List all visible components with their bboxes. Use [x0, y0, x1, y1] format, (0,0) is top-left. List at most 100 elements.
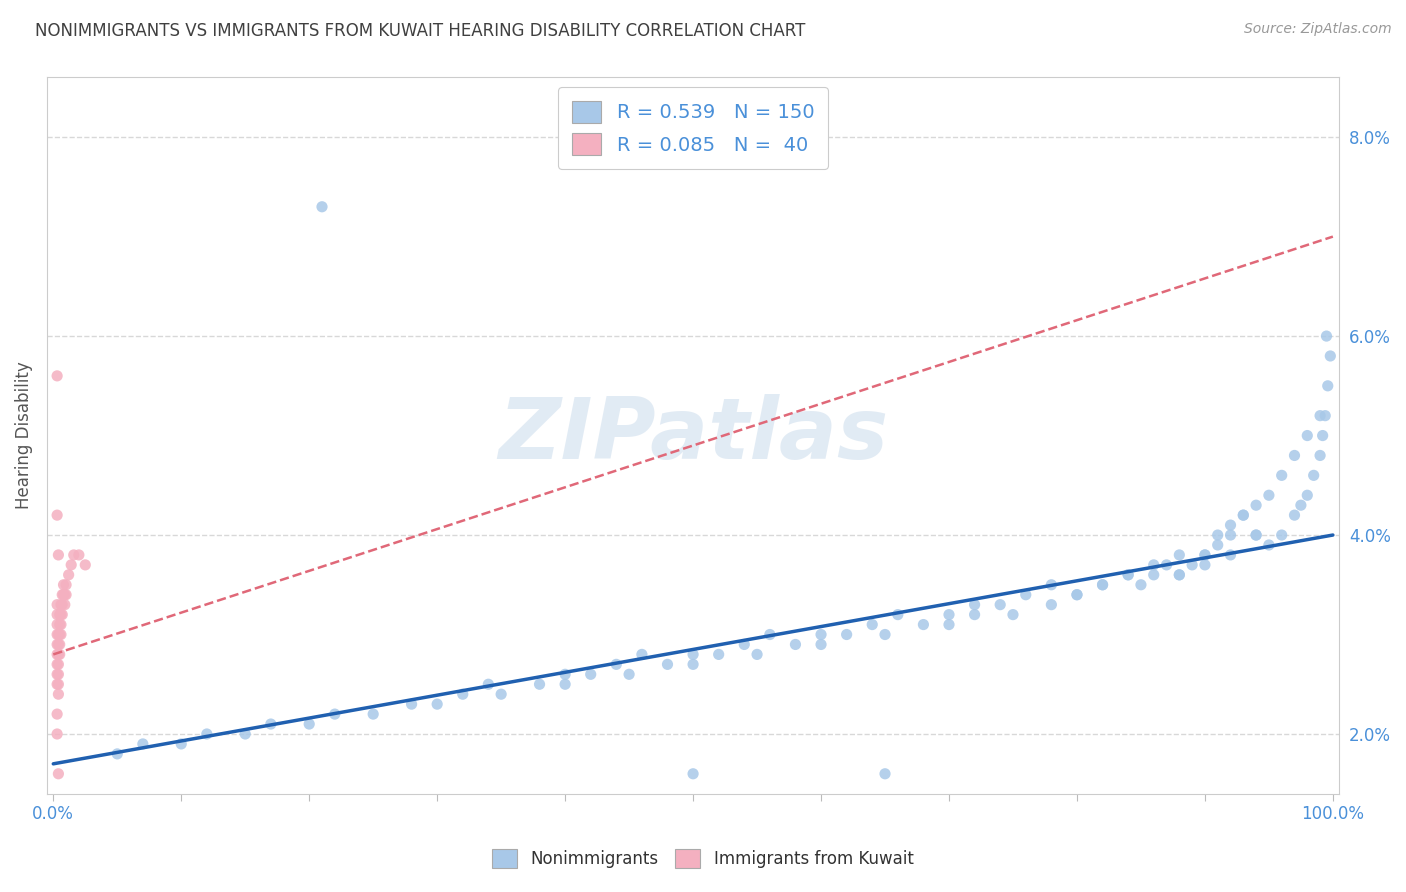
- Point: [46, 707, 69, 722]
- Point: [810, 637, 832, 651]
- Point: [48, 667, 70, 681]
- Point: [46, 598, 69, 612]
- Point: [1116, 567, 1139, 582]
- Point: [887, 607, 910, 622]
- Text: Source: ZipAtlas.com: Source: ZipAtlas.com: [1244, 22, 1392, 37]
- Point: [1168, 567, 1191, 582]
- Point: [1001, 607, 1024, 622]
- Point: [1315, 329, 1337, 343]
- Point: [1296, 428, 1319, 442]
- Point: [48, 648, 70, 662]
- Point: [48, 677, 70, 691]
- Point: [1302, 468, 1324, 483]
- Point: [46, 607, 69, 622]
- Point: [53, 598, 76, 612]
- Point: [48, 657, 70, 672]
- Point: [1194, 558, 1216, 572]
- Point: [260, 717, 283, 731]
- Point: [48, 548, 70, 562]
- Point: [48, 687, 70, 701]
- Point: [52, 578, 75, 592]
- Point: [1219, 528, 1241, 542]
- Point: [49, 627, 72, 641]
- Point: [46, 617, 69, 632]
- Point: [1257, 488, 1279, 502]
- Point: [48, 648, 70, 662]
- Point: [195, 727, 218, 741]
- Point: [605, 657, 627, 672]
- Point: [873, 627, 896, 641]
- Point: [477, 677, 499, 691]
- Point: [1284, 508, 1306, 523]
- Point: [1066, 588, 1088, 602]
- Point: [1116, 567, 1139, 582]
- Point: [1284, 449, 1306, 463]
- Point: [1257, 538, 1279, 552]
- Point: [46, 648, 69, 662]
- Point: [1309, 409, 1331, 423]
- Point: [426, 697, 449, 711]
- Point: [62, 548, 84, 562]
- Point: [48, 637, 70, 651]
- Point: [1066, 588, 1088, 602]
- Point: [1289, 498, 1312, 512]
- Point: [48, 627, 70, 641]
- Point: [46, 508, 69, 523]
- Point: [1312, 428, 1334, 442]
- Point: [55, 588, 77, 602]
- Point: [233, 727, 256, 741]
- Point: [46, 667, 69, 681]
- Point: [873, 766, 896, 780]
- Point: [682, 657, 704, 672]
- Point: [988, 598, 1011, 612]
- Point: [707, 648, 730, 662]
- Point: [48, 617, 70, 632]
- Point: [938, 617, 960, 632]
- Point: [810, 627, 832, 641]
- Point: [58, 567, 80, 582]
- Point: [60, 558, 83, 572]
- Y-axis label: Hearing Disability: Hearing Disability: [15, 361, 32, 509]
- Point: [1244, 498, 1267, 512]
- Point: [963, 598, 986, 612]
- Point: [733, 637, 755, 651]
- Point: [1219, 548, 1241, 562]
- Point: [49, 607, 72, 622]
- Point: [579, 667, 602, 681]
- Point: [51, 588, 73, 602]
- Point: [170, 737, 193, 751]
- Point: [48, 766, 70, 780]
- Point: [1296, 488, 1319, 502]
- Point: [1244, 528, 1267, 542]
- Point: [1143, 558, 1166, 572]
- Point: [1319, 349, 1341, 363]
- Point: [1232, 508, 1254, 523]
- Point: [785, 637, 807, 651]
- Point: [75, 558, 97, 572]
- Point: [1143, 567, 1166, 582]
- Point: [1206, 528, 1229, 542]
- Point: [361, 707, 384, 722]
- Point: [48, 637, 70, 651]
- Point: [311, 200, 333, 214]
- Legend: Nonimmigrants, Immigrants from Kuwait: Nonimmigrants, Immigrants from Kuwait: [485, 843, 921, 875]
- Text: NONIMMIGRANTS VS IMMIGRANTS FROM KUWAIT HEARING DISABILITY CORRELATION CHART: NONIMMIGRANTS VS IMMIGRANTS FROM KUWAIT …: [35, 22, 806, 40]
- Point: [489, 687, 512, 701]
- Point: [46, 657, 69, 672]
- Point: [46, 677, 69, 691]
- Point: [451, 687, 474, 701]
- Point: [1315, 409, 1337, 423]
- Point: [1316, 379, 1339, 393]
- Point: [1232, 508, 1254, 523]
- Point: [1194, 548, 1216, 562]
- Point: [1156, 558, 1178, 572]
- Point: [631, 648, 654, 662]
- Point: [1219, 518, 1241, 533]
- Point: [46, 727, 69, 741]
- Point: [132, 737, 155, 751]
- Point: [1244, 528, 1267, 542]
- Point: [1168, 567, 1191, 582]
- Point: [46, 627, 69, 641]
- Point: [53, 588, 76, 602]
- Point: [105, 747, 128, 761]
